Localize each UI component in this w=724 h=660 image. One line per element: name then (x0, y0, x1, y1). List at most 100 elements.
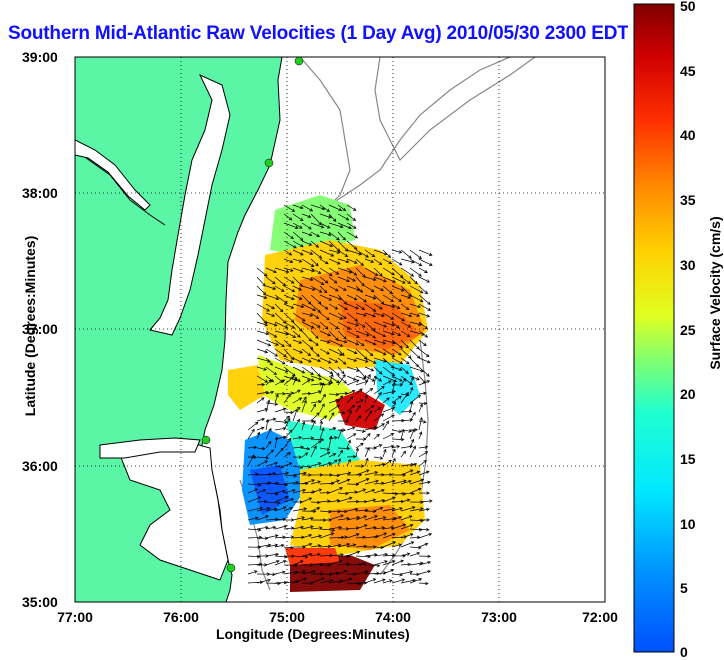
velocity-arrow (337, 419, 350, 423)
velocity-arrow (337, 491, 349, 496)
velocity-arrow (274, 366, 289, 373)
velocity-arrow (400, 294, 412, 299)
velocity-arrow (283, 204, 296, 212)
velocity-arrow (328, 412, 335, 422)
velocity-arrow (346, 303, 359, 310)
velocity-arrow (265, 285, 277, 290)
velocity-arrow (256, 446, 266, 451)
velocity-arrow (391, 381, 396, 395)
velocity-arrow (409, 438, 415, 449)
velocity-arrow (319, 420, 323, 431)
velocity-arrow (283, 545, 294, 550)
velocity-arrow (418, 518, 430, 522)
x-tick-label: 74:00 (375, 609, 411, 625)
velocity-arrow (283, 480, 300, 485)
velocity-arrow (292, 389, 301, 395)
velocity-arrow (292, 570, 306, 575)
velocity-arrow (292, 560, 304, 566)
velocity-arrow (364, 479, 379, 485)
velocity-arrow (337, 449, 344, 458)
velocity-arrow (292, 545, 306, 549)
velocity-arrow (337, 213, 350, 221)
velocity-arrow (418, 554, 431, 559)
velocity-arrow (382, 472, 393, 477)
velocity-arrow (283, 437, 292, 449)
velocity-arrow (256, 460, 269, 467)
velocity-arrow (328, 559, 343, 566)
velocity-arrow (256, 276, 266, 287)
velocity-arrow (409, 321, 423, 326)
velocity-arrow (391, 366, 403, 372)
velocity-arrow (283, 303, 295, 309)
velocity-arrow (310, 500, 321, 505)
velocity-arrow (418, 560, 432, 566)
velocity-arrow (265, 379, 273, 386)
colorbar (633, 3, 675, 653)
velocity-arrow (319, 563, 332, 567)
y-tick-label: 38:00 (22, 185, 58, 201)
velocity-arrow (328, 571, 340, 575)
velocity-arrow (409, 285, 424, 294)
velocity-arrow (292, 231, 304, 241)
velocity-arrow (319, 544, 332, 549)
velocity-arrow (247, 472, 259, 476)
velocity-arrow (400, 357, 410, 365)
velocity-arrow (256, 285, 267, 296)
velocity-arrow (256, 321, 269, 327)
velocity-arrow (346, 550, 361, 557)
velocity-arrow (409, 303, 421, 309)
velocity-arrow (265, 303, 275, 310)
velocity-arrow (265, 267, 277, 274)
velocity-arrow (256, 417, 266, 422)
velocity-arrow (418, 499, 433, 503)
velocity-arrow (391, 515, 403, 521)
velocity-arrow (301, 231, 313, 237)
velocity-arrow (319, 403, 325, 413)
velocity-arrow (310, 267, 322, 274)
velocity-arrow (283, 231, 294, 240)
velocity-arrow (256, 515, 269, 521)
velocity-arrow (382, 380, 392, 386)
velocity-arrow (409, 535, 421, 540)
velocity-arrow (310, 294, 322, 305)
velocity-arrow (418, 285, 429, 295)
velocity-arrow (364, 258, 375, 263)
velocity-arrow (400, 267, 415, 277)
velocity-arrow (337, 577, 353, 584)
velocity-arrow (292, 418, 300, 431)
velocity-arrow (256, 499, 268, 504)
velocity-arrow (328, 453, 337, 458)
velocity-arrow (256, 431, 261, 440)
velocity-arrow (337, 312, 347, 320)
velocity-arrow (319, 393, 326, 404)
velocity-arrow (373, 375, 378, 386)
velocity-arrow (283, 417, 291, 431)
velocity-arrow (355, 437, 367, 441)
velocity-arrow (409, 249, 422, 260)
velocity-arrow (364, 498, 377, 503)
velocity-arrow (409, 551, 421, 557)
velocity-arrow (292, 222, 303, 229)
velocity-arrow (301, 396, 307, 404)
velocity-arrow (247, 445, 258, 450)
velocity-arrow (391, 249, 403, 254)
velocity-arrow (301, 204, 314, 212)
velocity-arrow (373, 456, 384, 460)
y-tick-label: 35:00 (22, 594, 58, 610)
velocity-arrow (301, 357, 312, 363)
velocity-arrow (328, 479, 340, 485)
velocity-arrow (310, 330, 319, 340)
velocity-arrow (418, 460, 427, 467)
velocity-arrow (418, 267, 428, 273)
velocity-arrow (301, 321, 315, 329)
velocity-arrow (283, 429, 293, 440)
velocity-arrow (373, 526, 386, 530)
velocity-arrow (283, 366, 296, 377)
velocity-arrow (256, 536, 269, 541)
velocity-arrow (355, 447, 360, 458)
velocity-arrow (283, 240, 297, 249)
velocity-arrow (301, 379, 311, 386)
velocity-arrow (274, 506, 287, 512)
velocity-arrow (274, 535, 286, 539)
velocity-arrow (283, 498, 295, 503)
